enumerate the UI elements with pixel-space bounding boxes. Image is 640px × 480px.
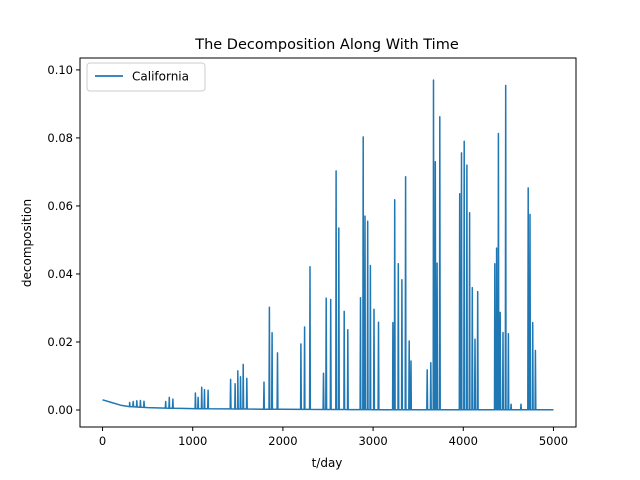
y-tick-label: 0.02 (47, 335, 73, 349)
legend-series-label: California (132, 70, 189, 84)
y-tick-label: 0.06 (47, 199, 73, 213)
y-tick-label: 0.10 (47, 63, 73, 77)
legend: California (86, 62, 206, 92)
legend-box (86, 62, 206, 92)
chart-title: The Decomposition Along With Time (194, 37, 459, 53)
x-tick-label: 5000 (539, 434, 568, 448)
axes-frame (79, 57, 577, 428)
x-tick-label: 1000 (178, 434, 207, 448)
y-tick-label: 0.00 (47, 403, 73, 417)
y-axis-label: decomposition (20, 199, 34, 287)
x-tick-label: 0 (99, 434, 106, 448)
x-tick-label: 4000 (449, 434, 478, 448)
plot-area: 0 1000 2000 3000 4000 5000 0.00 0.02 0.04 0.06 0.0… (47, 57, 577, 448)
x-tick-label: 3000 (358, 434, 387, 448)
x-tick-label: 2000 (268, 434, 297, 448)
x-axis-label: t/day (312, 456, 343, 470)
data-line-california (102, 79, 554, 411)
y-tick-label: 0.08 (47, 131, 73, 145)
y-tick-label: 0.04 (47, 267, 73, 281)
